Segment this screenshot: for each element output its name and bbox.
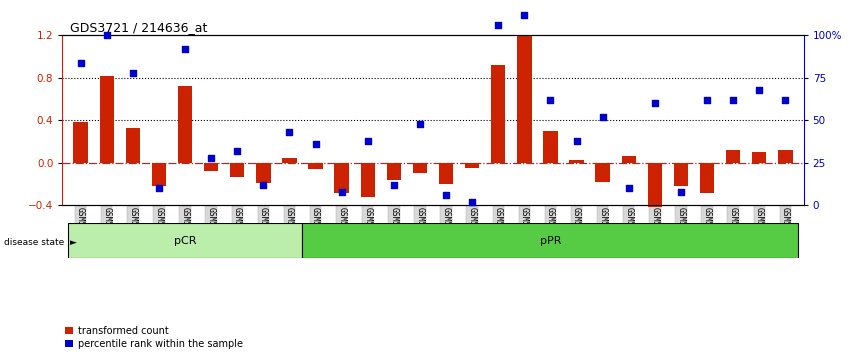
Bar: [308, 163, 323, 169]
Point: [517, 12, 531, 18]
Point: [308, 141, 322, 147]
Bar: [674, 163, 688, 186]
Point: [700, 97, 714, 103]
Bar: [596, 163, 610, 182]
Bar: [74, 122, 87, 163]
Bar: [282, 158, 297, 163]
Bar: [779, 150, 792, 163]
Bar: [413, 163, 427, 173]
Legend: transformed count, percentile rank within the sample: transformed count, percentile rank withi…: [66, 326, 243, 349]
Bar: [126, 128, 140, 163]
Point: [596, 114, 610, 120]
Bar: [68, 223, 302, 258]
Point: [282, 130, 296, 135]
Bar: [622, 156, 636, 163]
Bar: [543, 131, 558, 163]
Point: [230, 148, 244, 154]
Bar: [569, 160, 584, 163]
Point: [178, 46, 192, 52]
Bar: [752, 152, 766, 163]
Bar: [100, 76, 114, 163]
Point: [570, 138, 584, 144]
Point: [256, 182, 270, 188]
Point: [335, 189, 349, 195]
Point: [491, 22, 505, 28]
Point: [727, 97, 740, 103]
Bar: [700, 163, 714, 193]
Point: [779, 97, 792, 103]
Bar: [302, 223, 798, 258]
Text: pPR: pPR: [540, 236, 561, 246]
Point: [387, 182, 401, 188]
Bar: [648, 163, 662, 207]
Point: [465, 199, 479, 205]
Point: [622, 185, 636, 191]
Point: [152, 185, 166, 191]
Point: [544, 97, 558, 103]
Bar: [439, 163, 453, 184]
Point: [74, 60, 87, 65]
Point: [100, 33, 113, 38]
Bar: [334, 163, 349, 193]
Bar: [386, 163, 401, 180]
Point: [126, 70, 139, 76]
Bar: [465, 163, 480, 168]
Point: [204, 155, 218, 161]
Text: pCR: pCR: [174, 236, 197, 246]
Point: [361, 138, 375, 144]
Text: disease state  ►: disease state ►: [4, 238, 77, 247]
Bar: [491, 65, 506, 163]
Bar: [230, 163, 244, 177]
Bar: [360, 163, 375, 197]
Point: [439, 192, 453, 198]
Bar: [517, 35, 532, 163]
Text: GDS3721 / 214636_at: GDS3721 / 214636_at: [70, 21, 207, 34]
Bar: [726, 150, 740, 163]
Point: [753, 87, 766, 93]
Bar: [152, 163, 166, 186]
Bar: [178, 86, 192, 163]
Bar: [204, 163, 218, 171]
Point: [413, 121, 427, 127]
Point: [674, 189, 688, 195]
Bar: [256, 163, 270, 183]
Point: [648, 101, 662, 106]
